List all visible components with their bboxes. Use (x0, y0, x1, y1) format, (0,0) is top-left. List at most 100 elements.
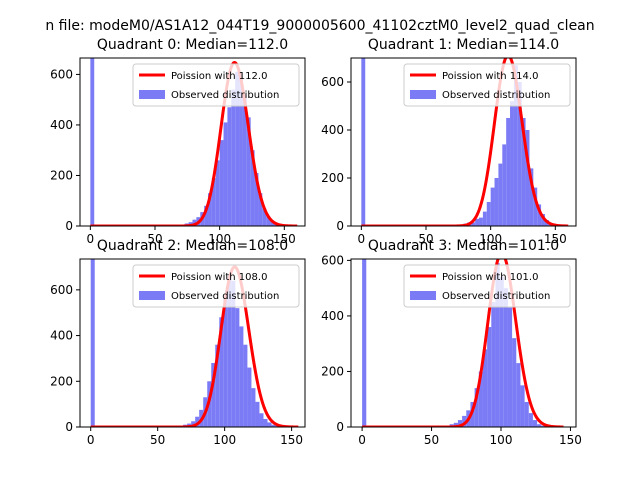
histogram-bar (462, 415, 467, 427)
poisson-curve (89, 60, 299, 226)
histogram-bar (227, 276, 232, 427)
histogram-bar (502, 144, 507, 226)
x-tick-label: 50 (424, 433, 439, 447)
x-tick-label: 100 (479, 232, 502, 246)
histogram-bar (251, 388, 256, 427)
x-tick-label: 0 (358, 433, 366, 447)
histogram-bar (494, 178, 499, 226)
histogram-bar (231, 280, 236, 427)
histogram-bar (270, 220, 274, 226)
y-tick-label: 200 (50, 168, 73, 182)
chart-title: Quadrant 3: Median=101.0 (368, 238, 559, 254)
x-tick-label: 150 (273, 232, 296, 246)
legend-box (132, 264, 300, 308)
histogram-bar (242, 94, 247, 226)
y-tick-label: 400 (321, 309, 344, 323)
histogram-bar (516, 363, 521, 427)
x-tick-label: 0 (358, 232, 366, 246)
histogram-bar (227, 107, 232, 226)
histogram-bar (255, 401, 260, 427)
histogram-bar (191, 421, 196, 427)
legend-label-observed: Observed distribution (442, 90, 550, 101)
y-tick-label: 600 (321, 253, 344, 267)
histogram-bar-zero (362, 259, 367, 427)
histogram-bar (254, 172, 259, 226)
histogram-bar (258, 193, 263, 226)
y-tick-label: 0 (336, 219, 344, 233)
x-tick-label: 50 (150, 433, 165, 447)
chart-title: Quadrant 0: Median=112.0 (97, 37, 288, 53)
y-tick-label: 400 (321, 123, 344, 137)
histogram-bar (215, 160, 220, 226)
histogram-bar (499, 277, 504, 427)
histogram-bar (533, 187, 538, 226)
y-tick-label: 200 (50, 374, 73, 388)
legend-label-observed: Observed distribution (171, 291, 279, 302)
histogram-bar-zero (90, 259, 95, 427)
histogram-bar (517, 82, 522, 226)
histogram-bar (192, 219, 197, 226)
y-tick-label: 600 (50, 67, 73, 81)
histogram-bar (219, 140, 224, 226)
y-tick-label: 0 (65, 420, 73, 434)
histogram-bar (239, 326, 244, 427)
plot-area (360, 58, 570, 226)
quadrant-0-chart: 0 50 100 150 0 200 400 600 Quadrant 0: Median=11… (50, 37, 306, 246)
histogram-bar (211, 178, 216, 226)
histogram-bar (482, 349, 488, 427)
histogram-bar (235, 308, 240, 427)
histogram-bar (453, 422, 458, 427)
histogram-bar (215, 344, 220, 427)
quadrant-1-chart: 0 50 100 150 0 200 400 600 Quadrant 1: Median=11… (321, 37, 577, 246)
histogram-bar (520, 385, 525, 427)
histogram-bar (490, 187, 495, 226)
histogram-bar (541, 214, 545, 226)
chart-title: Quadrant 1: Median=114.0 (368, 37, 559, 53)
quadrant-3-chart: 0 50 100 150 0 200 400 600 Quadrant 3: Median=10… (321, 238, 582, 447)
histogram-bar (513, 65, 518, 226)
legend-box (403, 264, 571, 308)
legend-label-poisson: Poission with 112.0 (171, 71, 267, 82)
histogram-bar (498, 163, 503, 226)
histogram-bar (507, 307, 513, 427)
x-tick-label: 0 (87, 232, 95, 246)
histogram-bar (271, 424, 276, 427)
histogram-bar (250, 150, 255, 226)
histogram-bar (267, 422, 272, 427)
histogram-bar (482, 211, 487, 226)
histogram-bar (266, 215, 271, 226)
histogram-bar (491, 302, 496, 427)
histogram-bar (219, 317, 224, 427)
histogram-bar (529, 168, 534, 226)
plot-area (89, 259, 300, 427)
histogram-bar (263, 419, 268, 427)
histogram-bar (243, 344, 248, 427)
legend-label-poisson: Poission with 108.0 (171, 272, 267, 283)
chart-title: Quadrant 2: Median=108.0 (97, 238, 288, 254)
histogram-bar-zero (90, 58, 95, 226)
histogram-bar (503, 288, 508, 427)
y-tick-label: 0 (65, 219, 73, 233)
histogram-bar (487, 327, 492, 427)
histogram-bar (478, 371, 483, 427)
x-tick-label: 100 (208, 232, 231, 246)
plot-area (361, 259, 565, 427)
histogram-bar (471, 222, 476, 226)
histogram-bar-zero (361, 58, 366, 226)
histogram-bar (475, 218, 480, 226)
histogram-bar (524, 402, 529, 427)
y-tick-label: 0 (336, 420, 344, 434)
histogram-bar (537, 204, 542, 226)
axes-frame (79, 258, 306, 428)
x-tick-label: 150 (544, 232, 567, 246)
histogram-bar (235, 71, 240, 226)
legend-box (132, 63, 300, 107)
x-tick-label: 0 (87, 433, 95, 447)
axes-frame (79, 57, 306, 227)
y-tick-label: 400 (50, 329, 73, 343)
legend-label-poisson: Poission with 101.0 (442, 272, 538, 283)
histogram-bar (223, 299, 228, 427)
histogram-bar (521, 118, 526, 226)
y-tick-label: 200 (321, 364, 344, 378)
histogram-bar (204, 205, 209, 226)
